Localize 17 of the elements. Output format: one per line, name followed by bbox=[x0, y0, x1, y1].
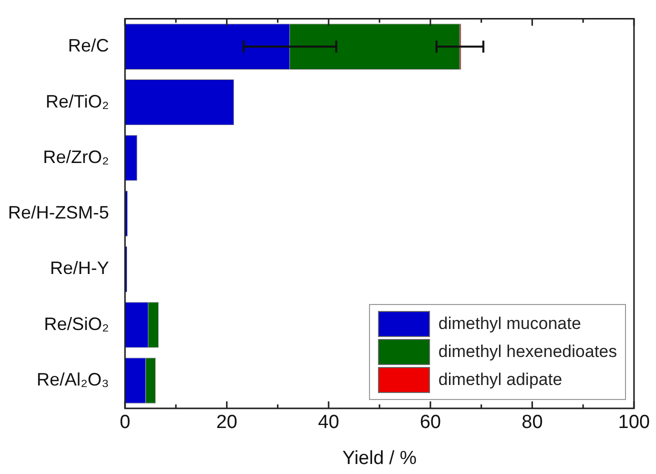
x-tick-label: 80 bbox=[522, 412, 543, 434]
y-tick-label: Re/ZrO₂ bbox=[43, 146, 110, 167]
y-tick-label: Re/H-Y bbox=[50, 258, 110, 278]
x-tick-label: 40 bbox=[318, 412, 340, 434]
y-tick-label: Re/C bbox=[68, 36, 110, 56]
y-tick-label: Re/H-ZSM-5 bbox=[8, 202, 110, 223]
x-axis-title: Yield / % bbox=[342, 448, 417, 469]
y-tick-label: Re/Al₂O₃ bbox=[36, 370, 110, 390]
x-tick-label: 100 bbox=[618, 412, 650, 434]
x-tick-label: 0 bbox=[120, 412, 130, 434]
y-tick-label: Re/SiO₂ bbox=[44, 314, 110, 334]
y-tick-label: Re/TiO₂ bbox=[46, 91, 110, 112]
legend-label: dimethyl muconate bbox=[438, 314, 582, 334]
legend-label: dimethyl adipate bbox=[438, 370, 562, 390]
legend-label: dimethyl hexenedioates bbox=[438, 342, 617, 362]
x-tick-label: 20 bbox=[216, 412, 238, 434]
x-tick-label: 60 bbox=[420, 412, 441, 434]
